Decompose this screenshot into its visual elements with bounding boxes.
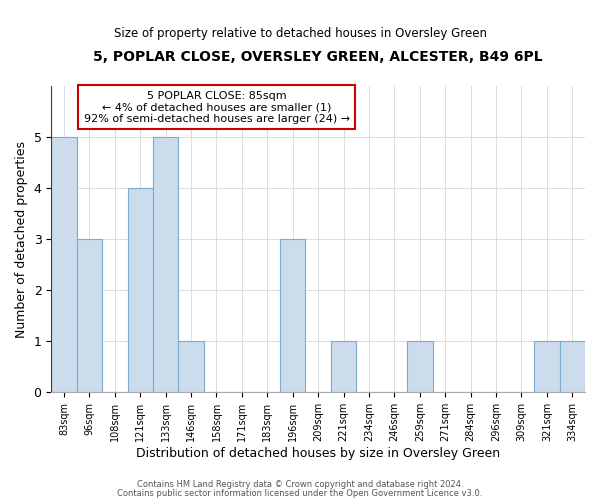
Text: Contains HM Land Registry data © Crown copyright and database right 2024.: Contains HM Land Registry data © Crown c…: [137, 480, 463, 489]
Bar: [534, 342, 560, 392]
Bar: [153, 137, 178, 392]
Bar: [560, 342, 585, 392]
Text: Size of property relative to detached houses in Oversley Green: Size of property relative to detached ho…: [113, 28, 487, 40]
Bar: [178, 342, 204, 392]
Bar: [407, 342, 433, 392]
Bar: [77, 239, 102, 392]
X-axis label: Distribution of detached houses by size in Oversley Green: Distribution of detached houses by size …: [136, 447, 500, 460]
Text: 5 POPLAR CLOSE: 85sqm
← 4% of detached houses are smaller (1)
92% of semi-detach: 5 POPLAR CLOSE: 85sqm ← 4% of detached h…: [83, 90, 350, 124]
Bar: [331, 342, 356, 392]
Bar: [51, 137, 77, 392]
Bar: [280, 239, 305, 392]
Title: 5, POPLAR CLOSE, OVERSLEY GREEN, ALCESTER, B49 6PL: 5, POPLAR CLOSE, OVERSLEY GREEN, ALCESTE…: [94, 50, 543, 64]
Text: Contains public sector information licensed under the Open Government Licence v3: Contains public sector information licen…: [118, 488, 482, 498]
Y-axis label: Number of detached properties: Number of detached properties: [15, 140, 28, 338]
Bar: [128, 188, 153, 392]
